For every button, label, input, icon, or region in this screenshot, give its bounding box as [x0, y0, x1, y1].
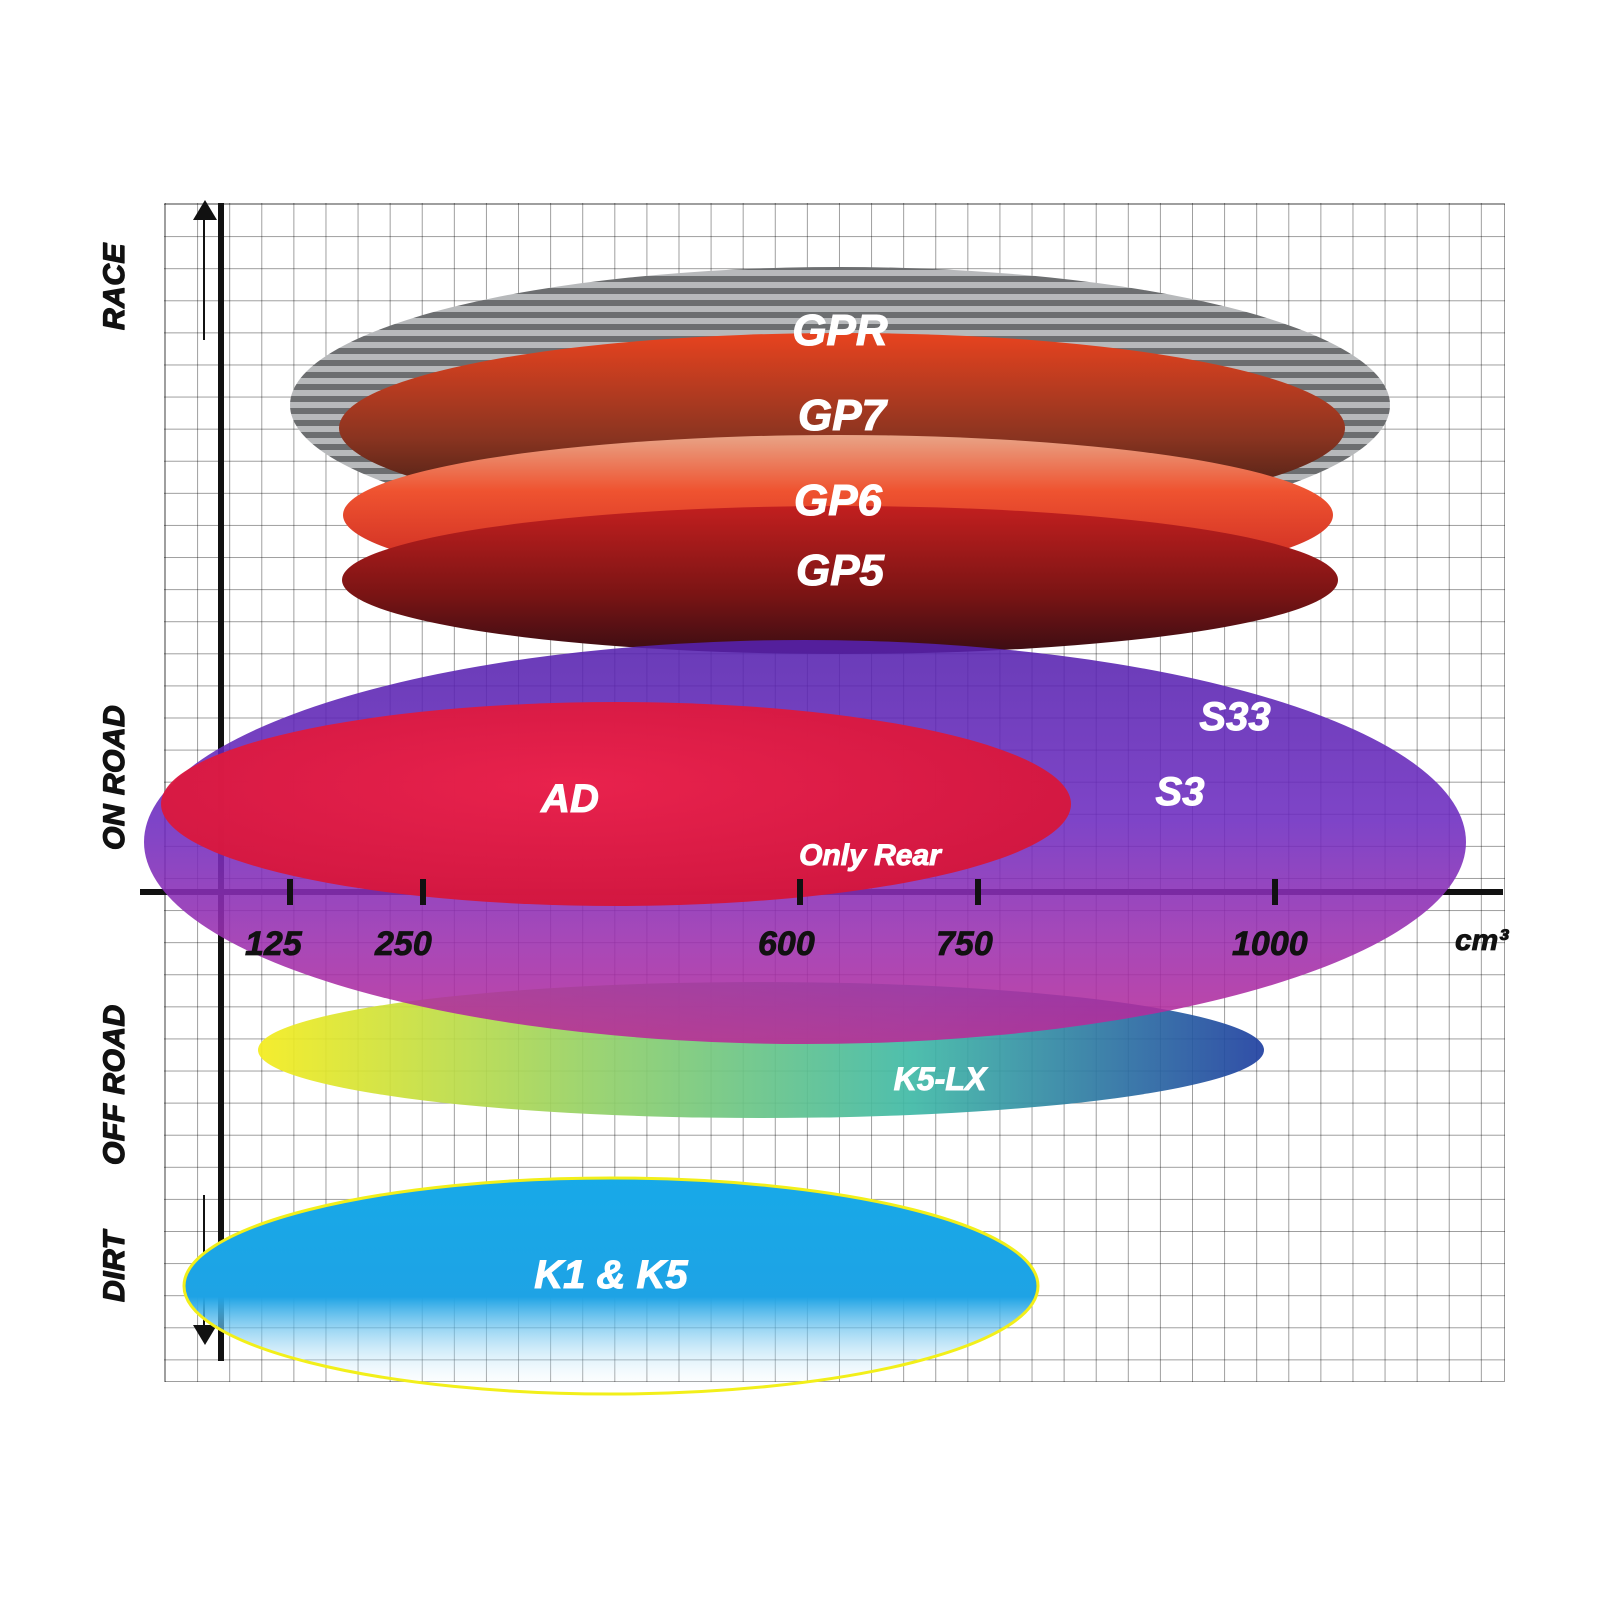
svg-text:K1 & K5: K1 & K5: [534, 1253, 688, 1297]
svg-text:Only Rear: Only Rear: [799, 839, 943, 872]
svg-text:250: 250: [374, 925, 432, 963]
svg-text:1000: 1000: [1232, 925, 1308, 963]
svg-text:GP6: GP6: [794, 476, 883, 525]
svg-text:S3: S3: [1156, 770, 1205, 814]
svg-text:AD: AD: [540, 777, 599, 821]
svg-text:GP5: GP5: [796, 546, 885, 595]
svg-text:GP7: GP7: [798, 391, 889, 440]
svg-text:K5-LX: K5-LX: [894, 1061, 988, 1097]
svg-text:125: 125: [245, 925, 303, 963]
svg-text:S33: S33: [1199, 695, 1270, 739]
svg-text:cm³: cm³: [1455, 924, 1509, 957]
svg-text:600: 600: [758, 925, 815, 963]
svg-text:750: 750: [936, 925, 993, 963]
svg-text:GPR: GPR: [792, 306, 888, 355]
